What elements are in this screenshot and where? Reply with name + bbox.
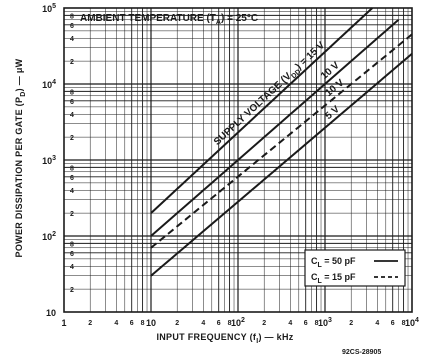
x-minor-tick-label: 6	[217, 320, 221, 327]
x-tick-label: 103	[318, 317, 332, 328]
y-minor-tick-label: 8	[70, 89, 74, 96]
y-minor-tick-label: 2	[70, 287, 74, 294]
y-minor-tick-label: 6	[70, 23, 74, 30]
x-minor-tick-label: 4	[375, 320, 379, 327]
x-tick-label: 1	[61, 318, 66, 328]
series-line-10v-solid	[150, 19, 400, 237]
series-line-5v-solid	[150, 52, 413, 277]
x-minor-tick-label: 6	[130, 320, 134, 327]
plot-frame	[63, 7, 413, 313]
y-minor-tick-label: 6	[70, 251, 74, 258]
x-tick-label: 10	[146, 318, 156, 328]
legend-label-50pf: CL = 50 pF	[311, 256, 356, 269]
y-axis-title: POWER DISSIPATION PER GATE (PD) — μW	[14, 58, 27, 257]
figure-code: 92CS-28905	[342, 349, 381, 356]
y-tick-label: 104	[42, 79, 56, 90]
x-minor-tick-label: 4	[114, 320, 118, 327]
legend: CL = 50 pF CL = 15 pF	[304, 249, 406, 287]
y-minor-tick-label: 8	[70, 165, 74, 172]
x-axis-title: INPUT FREQUENCY (fI) — kHz	[156, 332, 293, 345]
y-minor-tick-label: 8	[70, 241, 74, 248]
y-minor-tick-label: 4	[70, 112, 74, 119]
y-tick-label: 10	[46, 308, 56, 318]
x-minor-tick-label: 2	[175, 320, 179, 327]
x-tick-label: 104	[405, 317, 419, 328]
y-tick-label: 102	[42, 231, 56, 242]
x-minor-tick-label: 6	[304, 320, 308, 327]
x-minor-tick-label: 8	[315, 320, 319, 327]
y-minor-tick-label: 6	[70, 99, 74, 106]
x-minor-tick-label: 4	[201, 320, 205, 327]
y-minor-tick-label: 2	[70, 211, 74, 218]
x-minor-tick-label: 2	[262, 320, 266, 327]
x-minor-tick-label: 8	[228, 320, 232, 327]
legend-box	[304, 249, 406, 287]
x-minor-tick-label: 2	[88, 320, 92, 327]
x-minor-tick-label: 4	[288, 320, 292, 327]
x-minor-tick-label: 2	[349, 320, 353, 327]
y-tick-label: 103	[42, 155, 56, 166]
y-tick-label: 105	[42, 3, 56, 14]
series-layer	[150, 7, 413, 277]
x-minor-tick-label: 8	[141, 320, 145, 327]
y-minor-tick-label: 2	[70, 135, 74, 142]
ambient-annotation: AMBIENT TEMPERATURE (TA) = 25°C	[80, 13, 258, 26]
series-label-5v: 5 V	[323, 104, 342, 122]
y-minor-tick-label: 4	[70, 188, 74, 195]
y-minor-tick-label: 6	[70, 175, 74, 182]
y-minor-tick-label: 8	[70, 13, 74, 20]
y-minor-tick-label: 4	[70, 36, 74, 43]
series-line-15v-solid	[150, 7, 374, 214]
x-minor-tick-label: 8	[402, 320, 406, 327]
series-line-10v-dashed	[150, 33, 413, 249]
x-minor-tick-label: 6	[391, 320, 395, 327]
y-minor-tick-label: 2	[70, 59, 74, 66]
y-minor-tick-label: 4	[70, 264, 74, 271]
x-tick-label: 102	[231, 317, 245, 328]
legend-label-15pf: CL = 15 pF	[311, 272, 356, 285]
